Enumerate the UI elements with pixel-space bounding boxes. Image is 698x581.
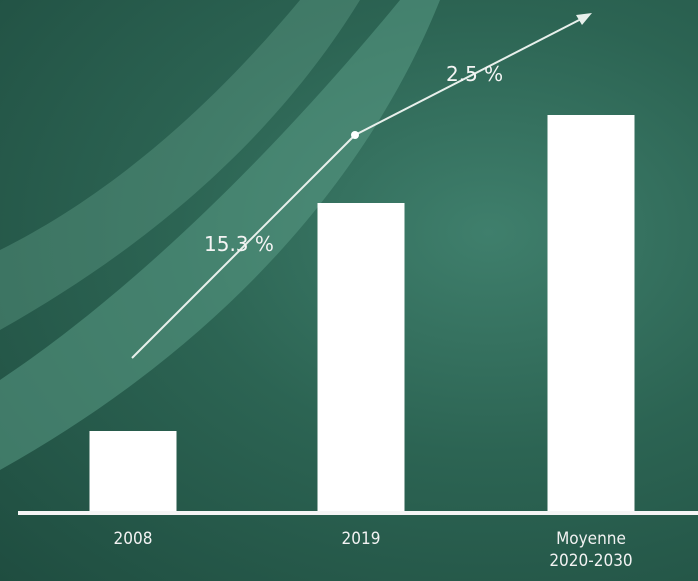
x-tick-label: Moyenne 2020-2030 (549, 529, 633, 571)
bar (89, 431, 177, 511)
arrow-head (576, 13, 592, 25)
bar (547, 115, 635, 511)
bar (317, 203, 405, 511)
leaf-decoration (0, 0, 360, 330)
x-tick-label: 2019 (341, 529, 381, 549)
growth-annotation: 2.5 % (446, 62, 504, 86)
trend-arrow (354, 16, 586, 136)
growth-annotation: 15.3 % (204, 232, 274, 256)
x-tick-label: 2008 (113, 529, 153, 549)
trend-dot (351, 131, 359, 139)
leaf-decoration (0, 0, 440, 470)
trend-arrow (131, 134, 356, 359)
